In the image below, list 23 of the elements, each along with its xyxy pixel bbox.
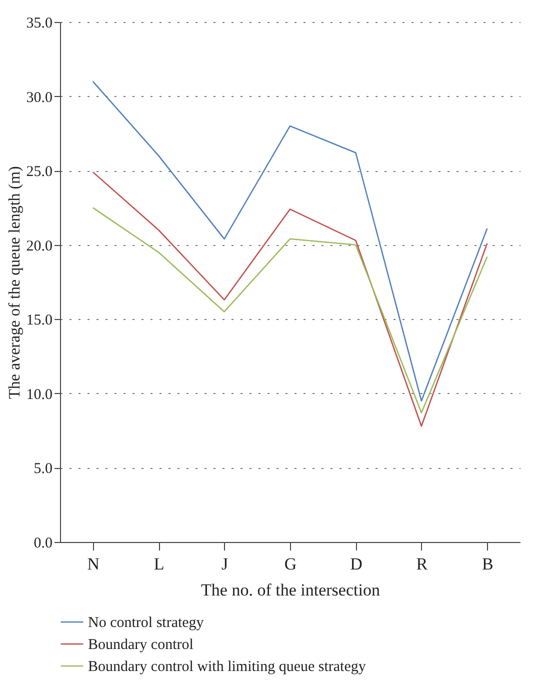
x-tick-label: L — [154, 554, 164, 574]
x-tick-label: N — [87, 554, 100, 574]
x-tick-label: J — [221, 554, 228, 574]
x-tick-label: G — [284, 554, 297, 574]
line-series — [92, 80, 488, 402]
y-tick-label: 30.0 — [26, 90, 52, 106]
y-axis-title: The average of the queue length (m) — [6, 166, 24, 399]
line-series — [92, 207, 488, 414]
x-tick-label: R — [416, 554, 428, 574]
legend-label: Boundary control — [88, 637, 194, 653]
y-tick-label: 25.0 — [26, 164, 52, 180]
y-tick-label: 15.0 — [26, 312, 52, 329]
line-series — [92, 171, 488, 427]
y-tick-label: 10.0 — [26, 386, 52, 403]
x-tick-label: D — [350, 554, 362, 574]
y-tick-label: 20.0 — [26, 238, 52, 254]
y-tick-label: 5.0 — [34, 461, 52, 478]
legend-label: Boundary control with limiting queue strategy — [88, 659, 366, 675]
y-tick-label: 0.0 — [34, 536, 52, 552]
x-axis-title: The no. of the intersection — [201, 580, 380, 600]
y-tick-label: 35.0 — [26, 16, 52, 32]
legend-label: No control strategy — [88, 615, 204, 631]
x-tick-label: B — [482, 554, 494, 574]
